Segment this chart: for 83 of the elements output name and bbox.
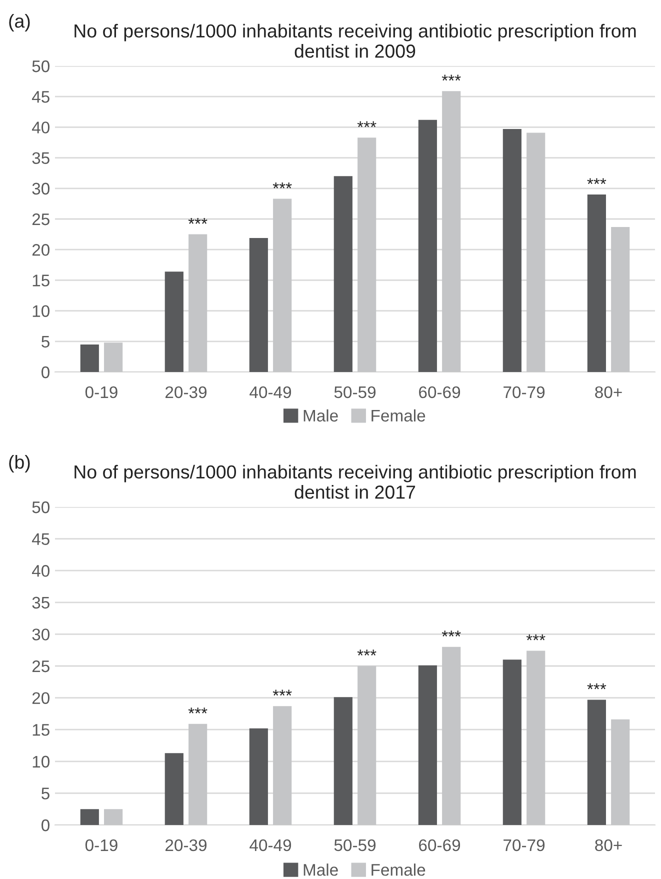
- y-tick-label: 30: [32, 182, 50, 195]
- bar: [273, 198, 292, 372]
- x-tick-label: 50-59: [334, 386, 376, 398]
- y-tick-label: 35: [32, 596, 50, 609]
- chart-title: No of persons/1000 inhabitants receiving antibiotic prescription from dentist in 2017: [74, 464, 636, 499]
- bar: [587, 700, 606, 825]
- bar: [80, 809, 99, 825]
- y-tick-label: 50: [32, 501, 50, 514]
- x-tick-label: 60-69: [419, 386, 460, 398]
- y-tick-label: 20: [32, 692, 50, 704]
- x-tick-label: 0-19: [85, 386, 118, 398]
- annotation: ***: [272, 182, 292, 188]
- bar: [164, 272, 184, 372]
- annotation: ***: [442, 630, 461, 636]
- bar: [611, 719, 630, 825]
- x-tick-label: 70-79: [504, 386, 545, 398]
- x-tick-label: 80+: [595, 839, 622, 852]
- chart-title: No of persons/1000 inhabitants receiving antibiotic prescription from dentist in 2009: [74, 24, 636, 58]
- y-tick-label: 25: [32, 660, 50, 672]
- x-tick-label: 0-19: [85, 839, 118, 852]
- bar: [526, 132, 546, 372]
- bar: [164, 753, 184, 825]
- legend-label: Female: [372, 409, 426, 422]
- bar: [104, 342, 123, 372]
- text: (b): [9, 455, 30, 472]
- bar: [80, 344, 99, 372]
- y-tick-label: 45: [32, 533, 50, 546]
- bar: [188, 234, 208, 372]
- y-tick-label: 40: [32, 122, 50, 134]
- y-tick-label: 50: [32, 60, 50, 72]
- annotation: ***: [188, 708, 208, 714]
- y-tick-label: 40: [32, 565, 50, 577]
- bar: [418, 120, 437, 372]
- x-tick-label: 40-49: [250, 386, 292, 398]
- bar: [442, 646, 461, 825]
- bar: [188, 724, 208, 825]
- bar: [273, 706, 292, 825]
- bar: [358, 138, 376, 372]
- bar: [358, 666, 376, 825]
- x-tick-label: 80+: [595, 386, 622, 398]
- annotation: ***: [526, 634, 546, 640]
- x-tick-label: 60-69: [419, 839, 460, 852]
- annotation: ***: [272, 690, 292, 696]
- bar: [502, 660, 522, 825]
- annotation: ***: [587, 178, 606, 184]
- bar: [104, 809, 123, 825]
- legend-label: Male: [304, 864, 338, 876]
- bar: [587, 194, 606, 372]
- x-tick-label: 40-49: [250, 839, 292, 852]
- x-tick-label: 20-39: [166, 839, 207, 852]
- text: (a): [9, 14, 30, 32]
- bar: [334, 176, 352, 372]
- annotation: ***: [587, 683, 606, 690]
- x-tick-label: 70-79: [504, 839, 545, 852]
- annotation: ***: [442, 74, 461, 81]
- y-tick-label: 5: [42, 336, 50, 348]
- bar: [442, 91, 461, 372]
- bar: [334, 697, 352, 825]
- bar: [249, 728, 268, 825]
- annotation: ***: [188, 218, 208, 224]
- legend-label: Male: [304, 409, 338, 422]
- x-tick-label: 50-59: [334, 839, 376, 852]
- bar: [418, 665, 437, 825]
- y-tick-label: 35: [32, 152, 50, 164]
- y-tick-label: 0: [42, 819, 50, 832]
- bar: [502, 129, 522, 372]
- bar: [611, 226, 630, 372]
- y-tick-label: 25: [32, 213, 50, 226]
- legend-label: Female: [372, 864, 426, 876]
- y-tick-label: 5: [42, 788, 50, 800]
- annotation: ***: [357, 121, 376, 128]
- y-tick-label: 15: [32, 274, 50, 286]
- x-tick-label: 20-39: [166, 386, 207, 398]
- y-tick-label: 15: [32, 724, 50, 736]
- y-tick-label: 20: [32, 244, 50, 256]
- y-tick-label: 30: [32, 628, 50, 640]
- y-tick-label: 10: [32, 756, 50, 768]
- annotation: ***: [357, 650, 376, 656]
- bar: [249, 238, 268, 372]
- y-tick-label: 45: [32, 91, 50, 103]
- y-tick-label: 10: [32, 305, 50, 318]
- bar: [526, 650, 546, 825]
- y-tick-label: 0: [42, 366, 50, 378]
